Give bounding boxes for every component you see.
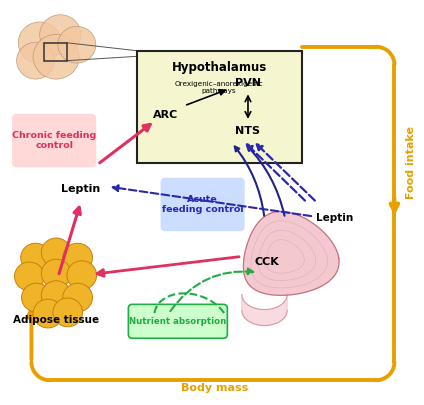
Circle shape	[33, 299, 63, 328]
Text: Acute
feeding control: Acute feeding control	[162, 195, 243, 214]
Text: ARC: ARC	[153, 110, 178, 119]
Text: Body mass: Body mass	[181, 384, 248, 393]
Circle shape	[22, 283, 51, 312]
Text: CCK: CCK	[254, 258, 279, 267]
Circle shape	[42, 238, 71, 267]
Circle shape	[58, 26, 96, 63]
Text: Leptin: Leptin	[61, 183, 100, 194]
Circle shape	[67, 261, 97, 290]
Text: Hypothalamus: Hypothalamus	[171, 61, 267, 74]
Circle shape	[40, 15, 81, 55]
Circle shape	[18, 22, 61, 64]
Circle shape	[17, 43, 55, 79]
FancyBboxPatch shape	[12, 114, 96, 167]
Circle shape	[42, 281, 71, 309]
Text: Nutrient absorption: Nutrient absorption	[129, 317, 226, 326]
Circle shape	[63, 283, 92, 312]
Circle shape	[33, 34, 79, 79]
FancyBboxPatch shape	[128, 305, 227, 338]
Text: NTS: NTS	[235, 126, 260, 136]
Circle shape	[53, 298, 83, 327]
Text: Orexigenic–anorexigenic
pathways: Orexigenic–anorexigenic pathways	[175, 81, 263, 94]
Polygon shape	[242, 294, 287, 326]
Circle shape	[42, 259, 71, 288]
Text: PVN: PVN	[235, 78, 261, 87]
Text: Leptin: Leptin	[316, 213, 353, 224]
FancyBboxPatch shape	[161, 178, 245, 231]
Circle shape	[63, 243, 92, 272]
FancyBboxPatch shape	[137, 51, 301, 162]
Polygon shape	[243, 211, 339, 295]
Text: Chronic feeding
control: Chronic feeding control	[12, 131, 96, 150]
Circle shape	[14, 262, 44, 291]
Text: Adipose tissue: Adipose tissue	[13, 315, 99, 325]
Text: Food intake: Food intake	[406, 126, 416, 199]
Circle shape	[21, 243, 50, 272]
